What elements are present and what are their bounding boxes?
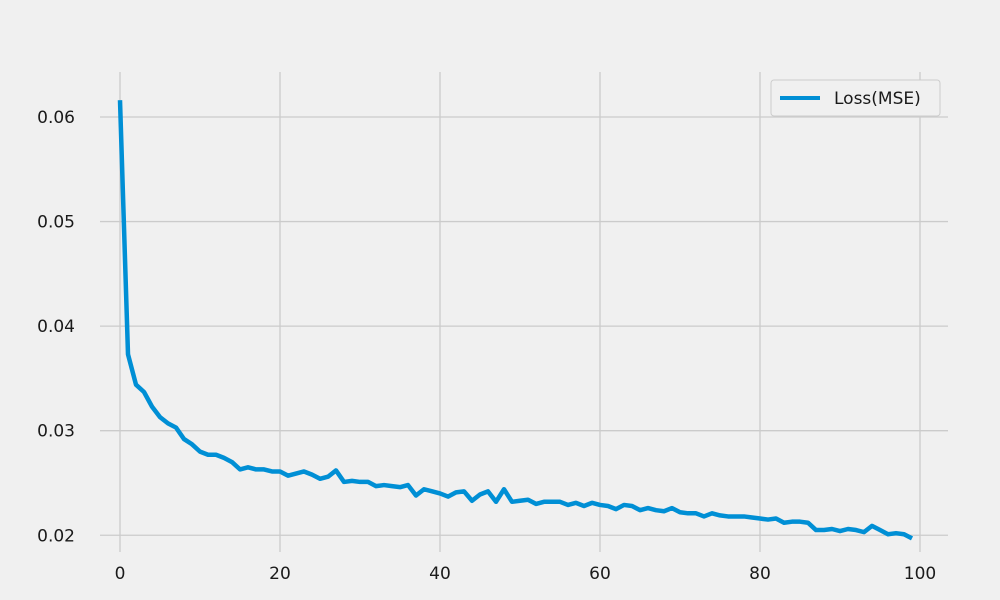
y-tick-label: 0.04 — [37, 317, 75, 337]
x-tick-label: 60 — [589, 564, 611, 584]
legend-label: Loss(MSE) — [834, 89, 921, 109]
x-tick-label: 0 — [115, 564, 126, 584]
x-tick-label: 40 — [429, 564, 451, 584]
legend-box — [770, 79, 941, 117]
y-tick-label: 0.03 — [37, 422, 75, 442]
legend: Loss(MSE) — [770, 79, 941, 117]
x-tick-label: 100 — [904, 564, 936, 584]
series-line-loss-mse — [117, 100, 914, 541]
y-tick-label: 0.02 — [37, 526, 75, 546]
x-tick-label: 80 — [749, 564, 771, 584]
series-layer — [117, 100, 914, 541]
y-tick-label: 0.05 — [37, 213, 75, 233]
x-tick-label: 20 — [269, 564, 291, 584]
x-axis-tick-labels: 0 20 40 60 80 100 — [115, 564, 937, 584]
y-tick-label: 0.06 — [37, 108, 75, 128]
y-axis-tick-labels: 0.02 0.03 0.04 0.05 0.06 — [37, 108, 75, 546]
grid-lines — [100, 72, 948, 552]
